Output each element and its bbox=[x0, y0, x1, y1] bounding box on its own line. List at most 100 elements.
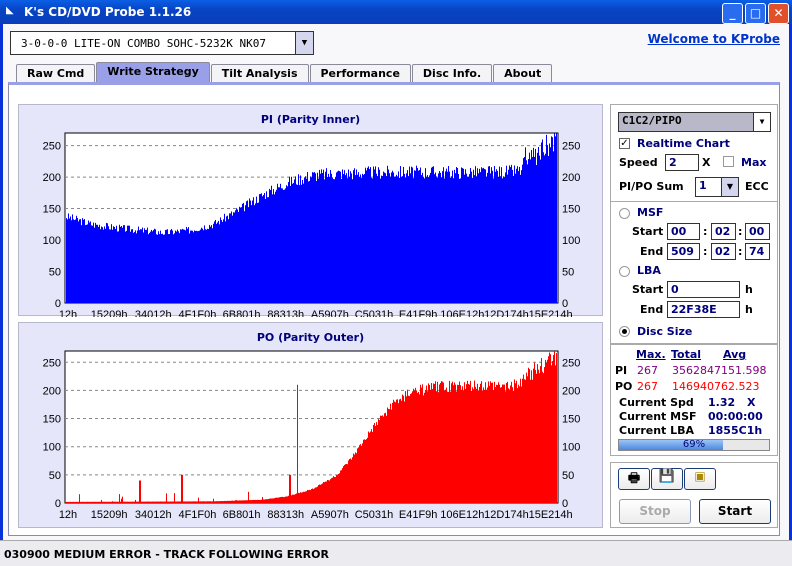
tab-raw-cmd[interactable]: Raw Cmd bbox=[16, 64, 96, 82]
bar bbox=[527, 376, 528, 503]
bar bbox=[402, 394, 403, 503]
disc-size-radio[interactable] bbox=[619, 326, 630, 337]
bar bbox=[185, 230, 186, 303]
bar bbox=[385, 173, 386, 303]
bar bbox=[99, 501, 100, 503]
tab-performance[interactable]: Performance bbox=[309, 64, 411, 82]
max-checkbox[interactable] bbox=[723, 156, 734, 167]
realtime-label: Realtime Chart bbox=[637, 137, 730, 150]
bar bbox=[347, 178, 348, 303]
bar bbox=[112, 501, 113, 503]
bar bbox=[351, 459, 352, 503]
bar bbox=[198, 231, 199, 303]
bar bbox=[144, 228, 145, 303]
bar bbox=[149, 232, 150, 303]
tab-write-strategy[interactable]: Write Strategy bbox=[96, 62, 210, 82]
lba-start-input[interactable]: 0 bbox=[667, 281, 740, 298]
bar bbox=[174, 493, 175, 503]
bar bbox=[108, 501, 109, 503]
tab-tilt-analysis[interactable]: Tilt Analysis bbox=[210, 64, 309, 82]
bar bbox=[364, 174, 365, 303]
bar bbox=[117, 501, 118, 503]
chevron-down-icon[interactable]: ▼ bbox=[295, 32, 313, 54]
bar bbox=[484, 168, 485, 303]
bar bbox=[414, 390, 415, 503]
bar bbox=[110, 229, 111, 303]
bar bbox=[131, 229, 132, 303]
bar bbox=[264, 192, 265, 303]
msf-start-sec[interactable]: 02 bbox=[711, 223, 736, 240]
bar bbox=[276, 497, 277, 503]
bar bbox=[259, 499, 260, 503]
bar bbox=[372, 431, 373, 503]
minimize-button[interactable]: _ bbox=[722, 3, 743, 24]
welcome-link[interactable]: Welcome to KProbe bbox=[647, 32, 780, 46]
x-tick-label: 12D174h bbox=[484, 309, 529, 317]
realtime-checkbox[interactable]: ✓ bbox=[619, 138, 630, 149]
msf-radio[interactable] bbox=[619, 208, 630, 219]
bar bbox=[503, 384, 504, 503]
bar bbox=[192, 230, 193, 303]
bar bbox=[473, 169, 474, 303]
bar bbox=[187, 501, 188, 503]
drive-select[interactable]: 3-0-0-0 LITE-ON COMBO SOHC-5232K NK07 ▼ bbox=[10, 31, 314, 55]
open-button[interactable]: ▣ bbox=[684, 468, 716, 490]
bar bbox=[188, 227, 189, 303]
bar bbox=[386, 415, 387, 503]
bar bbox=[543, 152, 544, 303]
bar bbox=[160, 501, 161, 503]
msf-start-min[interactable]: 00 bbox=[667, 223, 700, 240]
x-tick-label: A5907h bbox=[311, 309, 349, 317]
msf-start-frame[interactable]: 00 bbox=[745, 223, 770, 240]
max-label: Max bbox=[741, 156, 767, 169]
bar bbox=[287, 186, 288, 303]
msf-end-frame[interactable]: 74 bbox=[745, 243, 770, 260]
bar bbox=[315, 487, 316, 503]
maximize-button[interactable]: □ bbox=[745, 3, 766, 24]
lba-end-input[interactable]: 22F38E bbox=[667, 301, 740, 318]
bar bbox=[246, 500, 247, 503]
sum-select[interactable]: 1 ▼ bbox=[695, 177, 739, 197]
mode-select[interactable]: C1C2/PIPO ▼ bbox=[618, 112, 771, 132]
bar bbox=[450, 391, 451, 503]
msf-end-min[interactable]: 509 bbox=[667, 243, 700, 260]
bar bbox=[172, 230, 173, 303]
bar bbox=[387, 407, 388, 503]
print-button[interactable]: 🖶 bbox=[618, 468, 650, 490]
x-tick-label: 15209h bbox=[91, 309, 128, 317]
y-tick-label: 0 bbox=[562, 298, 568, 310]
bar bbox=[277, 497, 278, 503]
bar bbox=[103, 229, 104, 303]
bar bbox=[270, 190, 271, 303]
bar bbox=[357, 448, 358, 503]
bar bbox=[250, 200, 251, 303]
bar bbox=[99, 224, 100, 303]
bar bbox=[433, 383, 434, 503]
close-button[interactable]: ✕ bbox=[768, 3, 789, 24]
tab-disc-info-[interactable]: Disc Info. bbox=[411, 64, 493, 82]
chevron-down-icon[interactable]: ▼ bbox=[721, 178, 738, 196]
bar bbox=[419, 170, 420, 303]
bar bbox=[363, 439, 364, 503]
msf-end-sec[interactable]: 02 bbox=[711, 243, 736, 260]
stop-button[interactable]: Stop bbox=[619, 499, 691, 524]
bar bbox=[98, 226, 99, 303]
chevron-down-icon[interactable]: ▼ bbox=[753, 113, 770, 131]
bar bbox=[221, 501, 222, 503]
bar bbox=[84, 501, 85, 503]
bar bbox=[408, 176, 409, 303]
bar bbox=[149, 501, 150, 503]
bar bbox=[399, 177, 400, 303]
speed-input[interactable]: 2 bbox=[665, 154, 699, 171]
tab-about[interactable]: About bbox=[493, 64, 553, 82]
bar bbox=[523, 374, 524, 503]
lba-radio[interactable] bbox=[619, 266, 630, 277]
bar bbox=[393, 172, 394, 303]
bar bbox=[270, 498, 271, 503]
save-button[interactable]: 💾 bbox=[651, 468, 683, 490]
bar bbox=[508, 388, 509, 503]
bar bbox=[91, 225, 92, 303]
printer-icon: 🖶 bbox=[627, 471, 641, 486]
start-button[interactable]: Start bbox=[699, 499, 771, 524]
bar bbox=[350, 458, 351, 503]
